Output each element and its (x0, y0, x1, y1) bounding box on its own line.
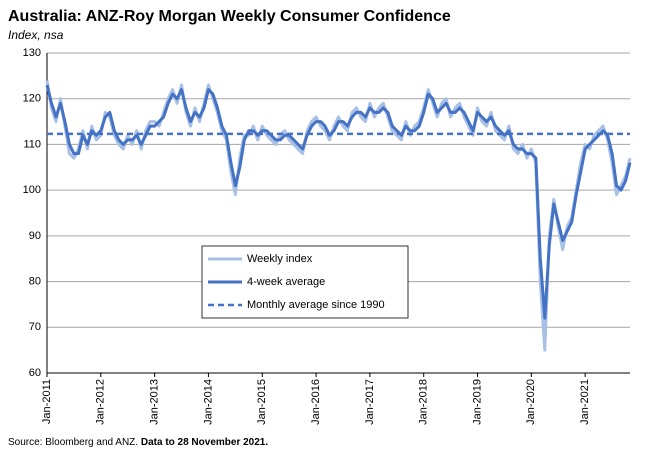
source: Source: Bloomberg and ANZ. Data to 28 No… (8, 437, 268, 448)
x-tick-label: Jan-2021 (579, 379, 591, 425)
x-tick-label: Jan-2015 (256, 379, 268, 425)
x-tick-label: Jan-2014 (202, 379, 214, 425)
y-tick-label: 70 (29, 321, 41, 333)
legend-label: Weekly index (247, 253, 313, 265)
x-tick-label: Jan-2013 (149, 379, 161, 425)
legend-label: Monthly average since 1990 (247, 299, 385, 311)
chart-subtitle: Index, nsa (8, 28, 64, 42)
y-tick-label: 90 (29, 230, 41, 242)
x-tick-label: Jan-2017 (364, 379, 376, 425)
x-tick-label: Jan-2019 (471, 379, 483, 425)
x-tick-label: Jan-2018 (418, 379, 430, 425)
series-line (45, 84, 632, 320)
x-tick-label: Jan-2012 (95, 379, 107, 425)
x-tick-label: Jan-2020 (525, 379, 537, 425)
y-tick-label: 130 (23, 47, 41, 59)
chart-title: Australia: ANZ-Roy Morgan Weekly Consume… (8, 8, 451, 25)
y-tick-label: 60 (29, 367, 41, 379)
source-text: Source: Bloomberg and ANZ. (8, 437, 138, 448)
y-tick-label: 110 (23, 138, 41, 150)
x-tick-label: Jan-2011 (41, 379, 53, 424)
y-tick-label: 80 (29, 275, 41, 287)
x-tick-label: Jan-2016 (310, 379, 322, 425)
y-tick-label: 120 (23, 93, 41, 105)
y-tick-label: 100 (23, 184, 41, 196)
source-note: Data to 28 November 2021. (141, 437, 269, 448)
legend-label: 4-week average (247, 276, 325, 288)
